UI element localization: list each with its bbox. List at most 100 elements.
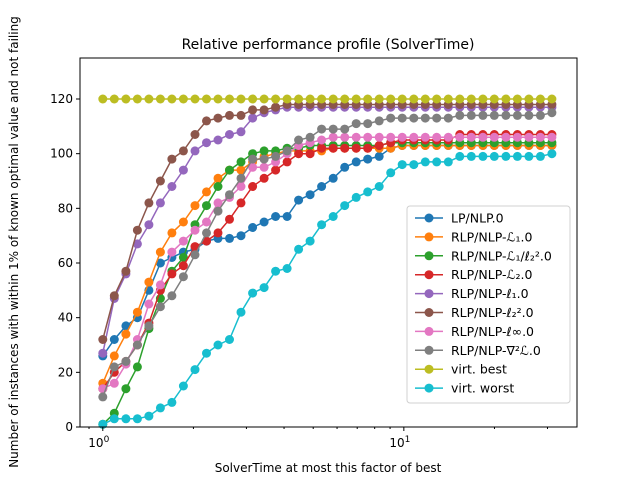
data-point [213,206,223,216]
data-point [109,291,119,301]
y-tick-label: 0 [65,420,73,434]
x-axis-label: SolverTime at most this factor of best [215,461,442,475]
data-point [178,94,188,104]
data-point [328,132,338,142]
data-point [420,132,430,142]
data-point [213,113,223,123]
data-point [155,176,165,186]
data-point [501,151,511,161]
legend-label: virt. best [451,362,507,377]
data-point [535,151,545,161]
data-point [167,247,177,257]
data-point [248,154,258,164]
data-point [190,94,200,104]
legend-item: RLP/NLP-ℒ₁/ℓ₂².0 [415,248,552,263]
y-tick-label: 80 [58,201,73,215]
data-point [282,212,292,221]
data-point [271,165,281,175]
series-7 [98,108,557,402]
data-point [259,94,269,104]
data-point [236,127,246,137]
data-point [121,266,131,276]
data-point [178,146,188,156]
data-point [121,356,131,366]
data-point [121,384,131,394]
data-point [236,198,246,208]
legend-item: RLP/NLP-ℒ₂.0 [415,267,532,282]
legend-label: LP/NLP.0 [451,211,504,226]
data-point [294,135,304,145]
data-point [466,110,476,120]
data-point [340,143,350,153]
data-point [202,217,211,227]
series-line [102,136,552,390]
legend-marker [424,213,434,223]
data-point [236,307,246,317]
x-tick-label: 100 [88,435,109,450]
data-point [512,132,522,142]
data-point [225,110,234,120]
data-point [351,192,361,202]
data-point [282,94,292,104]
legend-marker [424,251,434,261]
data-point [282,146,292,156]
data-point [132,225,142,235]
data-point [167,154,177,164]
data-point [374,116,384,126]
data-point [144,277,154,287]
data-point [409,113,419,123]
legend-label: virt. worst [451,381,514,396]
data-point [489,94,499,104]
data-point [202,94,211,104]
legend-label: RLP/NLP-ℓ₁.0 [451,286,529,301]
data-point [489,110,499,120]
legend-label: RLP/NLP-ℒ₁.0 [451,229,532,244]
data-point [305,132,315,142]
data-point [524,94,534,104]
data-point [409,132,419,142]
data-point [363,143,373,153]
data-point [144,198,154,208]
data-point [478,94,488,104]
data-point [155,198,165,208]
legend-marker [424,289,434,299]
data-point [259,154,269,164]
data-point [501,132,511,142]
data-point [478,110,488,120]
legend-item: RLP/NLP-ℓ₂².0 [415,305,534,320]
data-point [225,130,234,139]
legend-label: RLP/NLP-ℒ₂.0 [451,267,532,282]
y-tick-label: 60 [58,256,73,270]
y-tick-label: 100 [50,147,73,161]
data-point [259,283,269,293]
legend-label: RLP/NLP-ℒ₁/ℓ₂².0 [451,248,552,263]
data-point [420,94,430,104]
x-tick-label: 101 [389,435,410,450]
data-point [190,250,200,260]
data-point [248,288,258,298]
series-line [102,106,552,354]
data-point [202,187,211,197]
data-point [236,157,246,167]
data-point [363,94,373,104]
data-point [190,365,200,375]
legend-marker [424,308,434,317]
data-point [443,132,453,142]
data-point [294,94,304,104]
data-point [363,187,373,197]
series-line [102,141,552,425]
data-point [351,157,361,167]
data-point [466,151,476,161]
data-point [328,94,338,104]
data-point [259,173,269,183]
data-point [109,362,119,372]
legend-marker [424,326,434,336]
data-point [202,236,211,246]
data-point [178,217,188,227]
data-point [374,182,384,191]
data-point [155,280,165,290]
data-point [121,329,131,339]
data-point [524,110,534,120]
data-point [155,258,165,268]
data-point [386,132,396,142]
